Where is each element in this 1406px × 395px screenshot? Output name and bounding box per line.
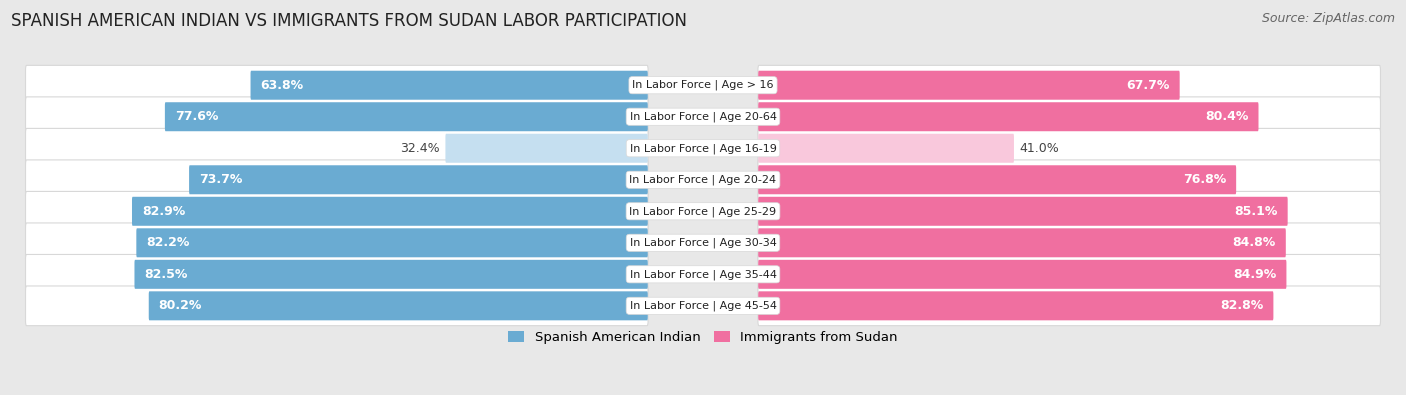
Text: 63.8%: 63.8% bbox=[260, 79, 304, 92]
Text: 67.7%: 67.7% bbox=[1126, 79, 1170, 92]
FancyBboxPatch shape bbox=[25, 128, 648, 168]
Text: 82.9%: 82.9% bbox=[142, 205, 186, 218]
FancyBboxPatch shape bbox=[25, 223, 648, 263]
FancyBboxPatch shape bbox=[758, 102, 1258, 131]
FancyBboxPatch shape bbox=[758, 197, 1288, 226]
FancyBboxPatch shape bbox=[758, 254, 1381, 294]
Text: 80.4%: 80.4% bbox=[1205, 110, 1249, 123]
FancyBboxPatch shape bbox=[25, 160, 648, 199]
FancyBboxPatch shape bbox=[25, 97, 648, 137]
FancyBboxPatch shape bbox=[25, 65, 648, 105]
FancyBboxPatch shape bbox=[165, 102, 648, 131]
FancyBboxPatch shape bbox=[758, 65, 1381, 105]
FancyBboxPatch shape bbox=[250, 71, 648, 100]
Legend: Spanish American Indian, Immigrants from Sudan: Spanish American Indian, Immigrants from… bbox=[503, 325, 903, 349]
FancyBboxPatch shape bbox=[446, 134, 648, 163]
Text: In Labor Force | Age 25-29: In Labor Force | Age 25-29 bbox=[630, 206, 776, 216]
Text: 77.6%: 77.6% bbox=[174, 110, 218, 123]
Text: In Labor Force | Age 35-44: In Labor Force | Age 35-44 bbox=[630, 269, 776, 280]
FancyBboxPatch shape bbox=[135, 260, 648, 289]
FancyBboxPatch shape bbox=[758, 71, 1180, 100]
Text: 41.0%: 41.0% bbox=[1019, 142, 1059, 155]
FancyBboxPatch shape bbox=[149, 292, 648, 320]
Text: 84.9%: 84.9% bbox=[1233, 268, 1277, 281]
Text: In Labor Force | Age 20-24: In Labor Force | Age 20-24 bbox=[630, 175, 776, 185]
FancyBboxPatch shape bbox=[758, 228, 1286, 257]
FancyBboxPatch shape bbox=[25, 192, 648, 231]
Text: 82.2%: 82.2% bbox=[146, 236, 190, 249]
FancyBboxPatch shape bbox=[758, 165, 1236, 194]
Text: 84.8%: 84.8% bbox=[1233, 236, 1275, 249]
Text: In Labor Force | Age 16-19: In Labor Force | Age 16-19 bbox=[630, 143, 776, 154]
FancyBboxPatch shape bbox=[758, 223, 1381, 263]
Text: 82.8%: 82.8% bbox=[1220, 299, 1264, 312]
FancyBboxPatch shape bbox=[758, 97, 1381, 137]
Text: 85.1%: 85.1% bbox=[1234, 205, 1278, 218]
FancyBboxPatch shape bbox=[758, 286, 1381, 326]
FancyBboxPatch shape bbox=[25, 254, 648, 294]
Text: 73.7%: 73.7% bbox=[200, 173, 242, 186]
Text: In Labor Force | Age 45-54: In Labor Force | Age 45-54 bbox=[630, 301, 776, 311]
FancyBboxPatch shape bbox=[132, 197, 648, 226]
FancyBboxPatch shape bbox=[188, 165, 648, 194]
Text: 82.5%: 82.5% bbox=[145, 268, 188, 281]
Text: Source: ZipAtlas.com: Source: ZipAtlas.com bbox=[1261, 12, 1395, 25]
FancyBboxPatch shape bbox=[136, 228, 648, 257]
Text: SPANISH AMERICAN INDIAN VS IMMIGRANTS FROM SUDAN LABOR PARTICIPATION: SPANISH AMERICAN INDIAN VS IMMIGRANTS FR… bbox=[11, 12, 688, 30]
Text: In Labor Force | Age 30-34: In Labor Force | Age 30-34 bbox=[630, 237, 776, 248]
FancyBboxPatch shape bbox=[758, 160, 1381, 199]
Text: In Labor Force | Age > 16: In Labor Force | Age > 16 bbox=[633, 80, 773, 90]
Text: 76.8%: 76.8% bbox=[1182, 173, 1226, 186]
Text: 32.4%: 32.4% bbox=[401, 142, 440, 155]
FancyBboxPatch shape bbox=[758, 292, 1274, 320]
FancyBboxPatch shape bbox=[758, 128, 1381, 168]
Text: In Labor Force | Age 20-64: In Labor Force | Age 20-64 bbox=[630, 111, 776, 122]
FancyBboxPatch shape bbox=[25, 286, 648, 326]
FancyBboxPatch shape bbox=[758, 134, 1014, 163]
Text: 80.2%: 80.2% bbox=[159, 299, 202, 312]
FancyBboxPatch shape bbox=[758, 192, 1381, 231]
FancyBboxPatch shape bbox=[758, 260, 1286, 289]
